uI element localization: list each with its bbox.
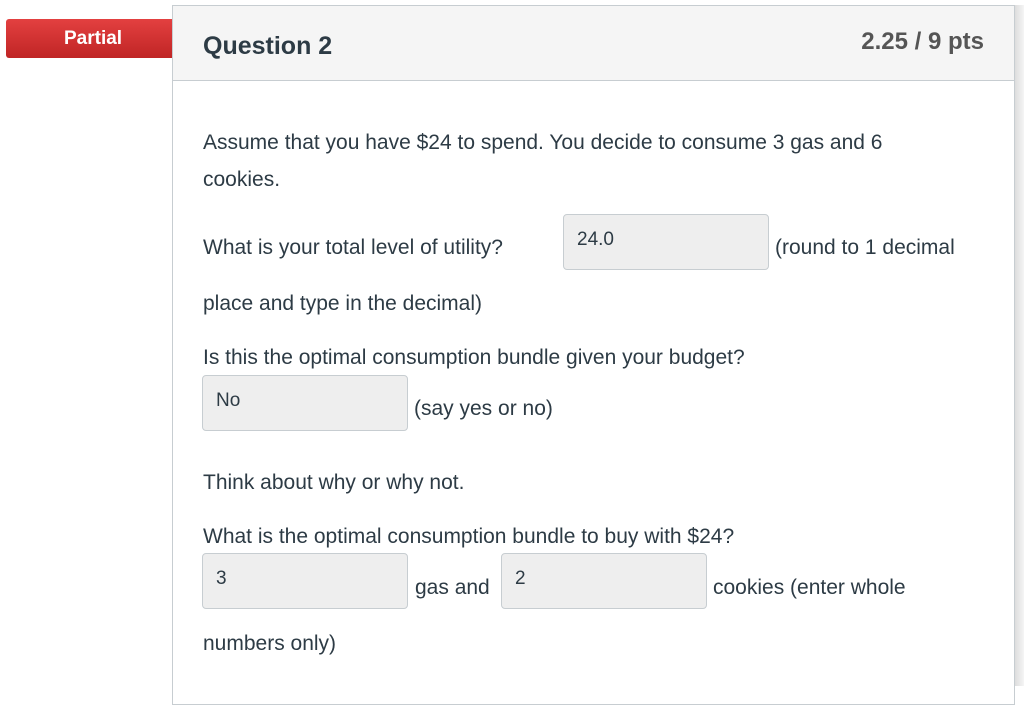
utility-hint: (round to 1 decimal xyxy=(775,236,955,259)
partial-badge: Partial xyxy=(6,19,193,58)
cookies-hint: cookies (enter whole xyxy=(713,576,906,599)
optimal-label: Is this the optimal consumption bundle g… xyxy=(203,346,745,369)
cookies-hint-2: numbers only) xyxy=(203,632,337,655)
bundle-label: What is the optimal consumption bundle t… xyxy=(203,525,735,548)
utility-hint-2: place and type in the decimal) xyxy=(203,292,482,315)
optimal-hint: (say yes or no) xyxy=(414,397,553,420)
cookies-input[interactable]: 2 xyxy=(501,553,707,609)
utility-input[interactable]: 24.0 xyxy=(563,214,769,270)
optimal-input[interactable]: No xyxy=(202,375,408,431)
gas-input[interactable]: 3 xyxy=(202,553,408,609)
gas-and-text: gas and xyxy=(415,576,490,599)
intro-text-2: cookies. xyxy=(203,168,281,191)
intro-text: Assume that you have $24 to spend. You d… xyxy=(203,131,883,154)
utility-label: What is your total level of utility? xyxy=(203,236,503,259)
think-text: Think about why or why not. xyxy=(203,471,465,494)
scrollbar-shadow xyxy=(1015,5,1024,686)
question-title: Question 2 xyxy=(203,32,333,60)
question-points: 2.25 / 9 pts xyxy=(861,28,984,55)
question-header: Question 2 2.25 / 9 pts xyxy=(173,6,1014,81)
